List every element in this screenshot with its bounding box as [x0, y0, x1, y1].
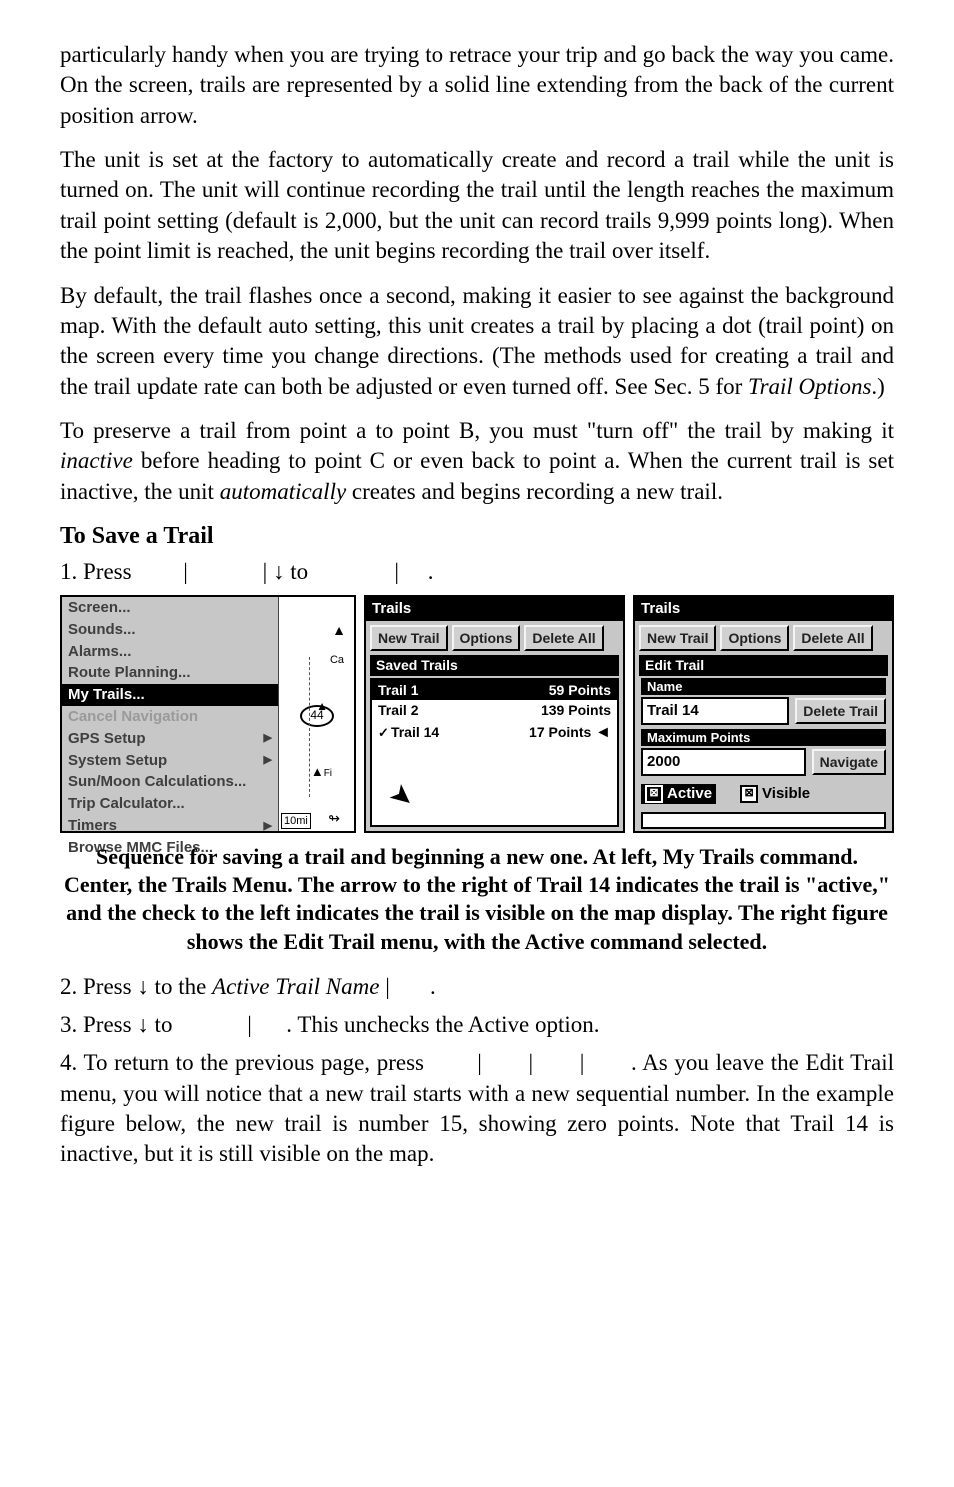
menu-item[interactable]: System Setup▶ — [62, 750, 278, 772]
max-points-label: Maximum Points — [641, 729, 886, 746]
paragraph-2: The unit is set at the factory to automa… — [60, 145, 894, 266]
menu-item[interactable]: Screen... — [62, 597, 278, 619]
menu-item[interactable]: Route Planning... — [62, 662, 278, 684]
active-checkbox[interactable]: ⊠Active — [641, 784, 716, 804]
delete-all-button[interactable]: Delete All — [524, 625, 603, 651]
max-points-field[interactable]: 2000 — [641, 748, 806, 776]
menu-item[interactable]: Cancel Navigation — [62, 706, 278, 728]
name-label: Name — [641, 678, 886, 695]
heading-save-trail: To Save a Trail — [60, 521, 894, 553]
map-glyph: ▲ — [332, 621, 346, 639]
paragraph-1: particularly handy when you are trying t… — [60, 40, 894, 131]
cursor-arrow-icon: ➤ — [381, 775, 423, 818]
figure-row: Screen...Sounds...Alarms...Route Plannin… — [60, 595, 894, 833]
step-1: 1. Press | | ↓ to | . — [60, 557, 894, 587]
figure-caption: Sequence for saving a trail and beginnin… — [64, 843, 890, 956]
paragraph-4: To preserve a trail from point a to poin… — [60, 416, 894, 507]
trail-row[interactable]: Trail 159 Points — [372, 680, 617, 700]
trail-name-field[interactable]: Trail 14 — [641, 697, 789, 725]
trails-title: Trails — [366, 597, 623, 621]
panel-trails: Trails New Trail Options Delete All Save… — [364, 595, 625, 833]
panel-menu: Screen...Sounds...Alarms...Route Plannin… — [60, 595, 356, 833]
map-scale: 10mi — [281, 813, 311, 830]
menu-item[interactable]: Sounds... — [62, 619, 278, 641]
menu-item[interactable]: GPS Setup▶ — [62, 728, 278, 750]
visible-checkbox[interactable]: ⊠Visible — [740, 784, 810, 804]
options-button[interactable]: Options — [452, 625, 521, 651]
new-trail-button[interactable]: New Trail — [370, 625, 447, 651]
step-3: 3. Press ↓ to | . This unchecks the Acti… — [60, 1010, 894, 1040]
menu-item[interactable]: Alarms... — [62, 641, 278, 663]
saved-trails-label: Saved Trails — [370, 655, 619, 675]
navigate-button[interactable]: Navigate — [812, 749, 886, 775]
menu-item[interactable]: Timers▶ — [62, 815, 278, 837]
options-button-2[interactable]: Options — [720, 625, 789, 651]
delete-trail-button[interactable]: Delete Trail — [795, 698, 886, 724]
step-2: 2. Press ↓ to the Active Trail Name | . — [60, 972, 894, 1002]
paragraph-3: By default, the trail flashes once a sec… — [60, 281, 894, 402]
menu-item[interactable]: Sun/Moon Calculations... — [62, 771, 278, 793]
route-icon: ↬ — [328, 809, 340, 827]
step-4: 4. To return to the previous page, press… — [60, 1048, 894, 1169]
edit-title: Trails — [635, 597, 892, 621]
trail-row[interactable]: Trail 2139 Points — [372, 700, 617, 720]
empty-field — [641, 812, 886, 830]
edit-trail-label: Edit Trail — [639, 655, 888, 675]
trail-row[interactable]: ✓Trail 1417 Points ◄ — [372, 721, 617, 744]
menu-item[interactable]: Trip Calculator... — [62, 793, 278, 815]
menu-item[interactable]: My Trails... — [62, 684, 278, 706]
panel-edit-trail: Trails New Trail Options Delete All Edit… — [633, 595, 894, 833]
new-trail-button-2[interactable]: New Trail — [639, 625, 716, 651]
delete-all-button-2[interactable]: Delete All — [793, 625, 872, 651]
